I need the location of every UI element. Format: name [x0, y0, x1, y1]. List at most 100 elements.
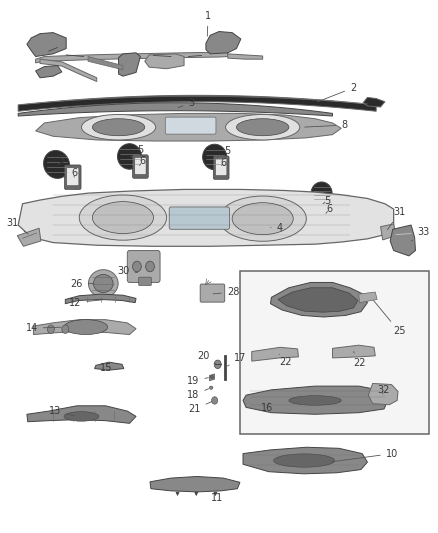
Polygon shape [368, 383, 398, 405]
Ellipse shape [219, 196, 306, 241]
Polygon shape [390, 225, 416, 256]
Ellipse shape [226, 115, 300, 140]
FancyBboxPatch shape [169, 207, 230, 229]
Polygon shape [332, 345, 375, 358]
Ellipse shape [117, 144, 141, 169]
Polygon shape [278, 288, 358, 312]
Text: 2: 2 [318, 83, 356, 102]
Circle shape [146, 261, 154, 272]
Polygon shape [27, 33, 66, 56]
FancyBboxPatch shape [64, 165, 81, 189]
Text: 18: 18 [187, 389, 208, 400]
Ellipse shape [237, 119, 289, 136]
Polygon shape [88, 56, 123, 70]
Polygon shape [209, 374, 215, 381]
Ellipse shape [93, 274, 113, 293]
Ellipse shape [289, 395, 341, 405]
FancyBboxPatch shape [320, 198, 334, 220]
Polygon shape [65, 294, 136, 304]
Text: 6: 6 [140, 156, 146, 166]
Ellipse shape [81, 115, 155, 140]
Polygon shape [35, 52, 228, 63]
Polygon shape [119, 53, 141, 76]
Polygon shape [35, 114, 341, 141]
FancyBboxPatch shape [67, 167, 79, 185]
Ellipse shape [203, 144, 226, 169]
Text: 6: 6 [326, 204, 332, 214]
Ellipse shape [64, 411, 99, 421]
FancyBboxPatch shape [213, 156, 229, 179]
FancyBboxPatch shape [322, 201, 332, 216]
Polygon shape [40, 59, 97, 82]
FancyBboxPatch shape [135, 158, 146, 174]
Polygon shape [271, 282, 367, 317]
Text: 5: 5 [58, 155, 64, 165]
Text: 20: 20 [197, 351, 216, 365]
FancyBboxPatch shape [165, 117, 216, 134]
Ellipse shape [232, 203, 293, 235]
Circle shape [212, 397, 218, 404]
Text: 4: 4 [271, 223, 283, 233]
Polygon shape [33, 320, 136, 335]
Text: 19: 19 [187, 376, 208, 386]
Polygon shape [381, 224, 396, 240]
Ellipse shape [92, 119, 145, 136]
Ellipse shape [79, 195, 166, 240]
Text: 13: 13 [49, 406, 74, 416]
Text: 5: 5 [217, 146, 230, 158]
Text: 28: 28 [213, 287, 239, 297]
Polygon shape [359, 292, 377, 303]
Text: 8: 8 [305, 120, 347, 130]
Polygon shape [145, 54, 184, 69]
Polygon shape [35, 66, 62, 78]
Ellipse shape [92, 201, 153, 233]
Text: 11: 11 [211, 492, 223, 503]
Text: 5: 5 [323, 196, 330, 206]
Polygon shape [243, 386, 389, 414]
Text: 14: 14 [25, 323, 61, 333]
Text: 30: 30 [117, 266, 138, 276]
Circle shape [133, 261, 141, 272]
Polygon shape [206, 31, 241, 54]
Text: 22: 22 [279, 354, 292, 367]
FancyBboxPatch shape [133, 155, 148, 178]
Text: 5: 5 [131, 144, 144, 157]
Text: 31: 31 [387, 207, 406, 230]
Text: 3: 3 [178, 98, 194, 108]
FancyBboxPatch shape [139, 277, 151, 286]
Polygon shape [228, 54, 263, 59]
Polygon shape [243, 447, 367, 474]
Circle shape [214, 360, 221, 368]
Text: 10: 10 [332, 449, 398, 462]
Ellipse shape [44, 150, 70, 179]
FancyBboxPatch shape [200, 284, 225, 302]
Text: 33: 33 [411, 228, 430, 241]
Polygon shape [18, 189, 394, 246]
Polygon shape [150, 477, 240, 492]
Circle shape [62, 325, 69, 334]
Ellipse shape [210, 375, 214, 378]
Polygon shape [95, 362, 124, 370]
Polygon shape [363, 98, 385, 107]
Ellipse shape [88, 270, 118, 297]
Text: 32: 32 [377, 385, 389, 395]
Text: 26: 26 [71, 279, 94, 288]
Ellipse shape [209, 386, 213, 389]
Ellipse shape [311, 182, 332, 204]
FancyBboxPatch shape [215, 159, 227, 175]
Text: 15: 15 [100, 362, 113, 373]
Polygon shape [27, 406, 136, 423]
FancyBboxPatch shape [240, 271, 428, 434]
Ellipse shape [64, 320, 108, 335]
Polygon shape [18, 95, 376, 111]
Text: 16: 16 [261, 403, 273, 413]
Ellipse shape [274, 454, 335, 467]
Polygon shape [18, 103, 332, 116]
FancyBboxPatch shape [127, 251, 160, 282]
Circle shape [47, 325, 54, 334]
Text: 1: 1 [205, 11, 211, 36]
Text: 12: 12 [69, 297, 103, 308]
Text: 22: 22 [353, 352, 366, 368]
Polygon shape [252, 348, 298, 361]
Text: 17: 17 [227, 353, 247, 366]
